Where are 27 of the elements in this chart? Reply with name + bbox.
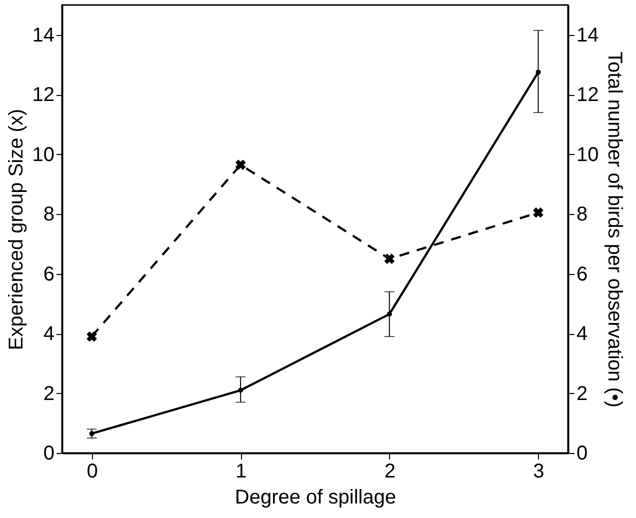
- y2-tick-label: 12: [576, 84, 599, 106]
- y-tick-label: 0: [43, 442, 54, 464]
- x-tick-label: 2: [384, 460, 396, 482]
- y2-tick-label: 4: [576, 323, 588, 346]
- y2-tick-label: 2: [576, 382, 588, 405]
- y2-tick-label: 0: [576, 442, 588, 464]
- y-tick-label: 6: [43, 263, 54, 286]
- y-tick-label: 10: [32, 144, 54, 166]
- x-tick-label: 1: [236, 460, 247, 482]
- y2-axis-title: Total number of birds per observation (•): [604, 51, 626, 408]
- y2-tick-label: 6: [576, 263, 588, 286]
- point: [384, 254, 395, 264]
- x-axis-title: Degree of spillage: [234, 486, 396, 508]
- point: [533, 207, 544, 218]
- y-tick-label: 12: [32, 84, 54, 106]
- point: [86, 331, 97, 342]
- y2-tick-label: 8: [576, 204, 588, 226]
- y2-tick-label: 10: [576, 144, 599, 166]
- x-tick-label: 0: [86, 460, 98, 482]
- point: [235, 160, 246, 170]
- y-tick-label: 14: [32, 24, 54, 46]
- y-axis-title: Experienced group Size (x): [5, 108, 28, 350]
- x-tick-label: 3: [533, 460, 544, 482]
- y-tick-label: 8: [43, 204, 54, 226]
- y-tick-label: 2: [43, 382, 54, 405]
- y2-tick-label: 14: [576, 24, 599, 46]
- y-tick-label: 4: [43, 323, 54, 346]
